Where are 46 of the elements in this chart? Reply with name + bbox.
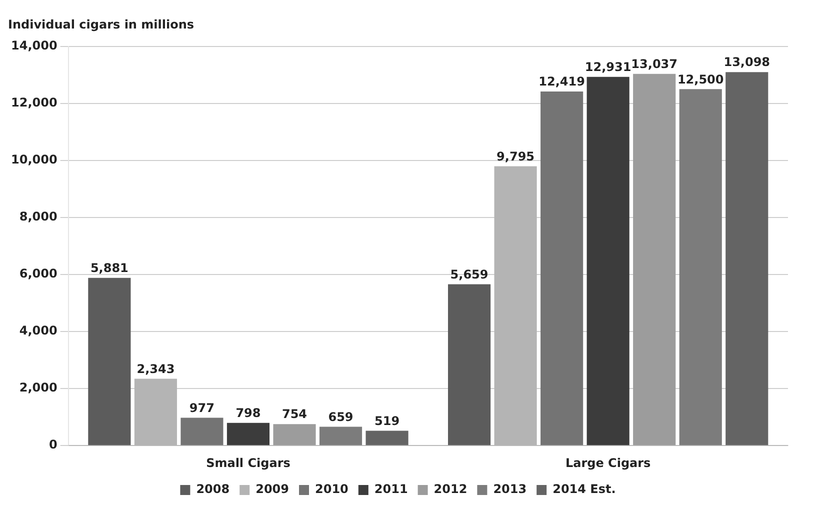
- bar: [134, 378, 177, 446]
- bar: [679, 89, 722, 446]
- data-label: 5,881: [90, 261, 128, 276]
- data-label: 519: [374, 414, 400, 428]
- data-label: 13,037: [631, 56, 678, 71]
- data-label: 5,659: [450, 267, 488, 282]
- data-label: 12,931: [584, 60, 632, 74]
- data-label: 2,343: [136, 362, 175, 376]
- bar: [448, 284, 491, 446]
- y-tick-label: 4,000: [19, 324, 58, 338]
- x-tick-label: Large Cigars: [565, 456, 651, 470]
- y-tick-label: 2,000: [19, 380, 58, 395]
- y-tick-label: 6,000: [19, 266, 58, 281]
- bar: [586, 76, 630, 446]
- legend-label: 2009: [256, 482, 290, 496]
- bar: [366, 430, 408, 446]
- y-tick-label: 8,000: [19, 210, 58, 224]
- legend-label: 2012: [434, 482, 468, 496]
- y-tick-label: 12,000: [10, 96, 58, 110]
- data-label: 754: [282, 407, 308, 422]
- bar: [88, 278, 131, 446]
- x-tick-label: Small Cigars: [206, 456, 290, 470]
- bar: [494, 166, 537, 446]
- data-label: 977: [189, 400, 214, 415]
- legend-label: 2011: [374, 482, 408, 496]
- y-tick-label: 0: [48, 438, 58, 452]
- bar: [319, 426, 362, 446]
- bar: [540, 91, 584, 446]
- bar: [180, 418, 224, 446]
- data-label: 13,098: [724, 55, 770, 70]
- legend-label: 2008: [196, 482, 230, 496]
- y-axis-title: Individual cigars in millions: [8, 17, 194, 32]
- data-label: 798: [236, 406, 261, 420]
- data-label: 12,419: [538, 74, 585, 89]
- data-label: 659: [328, 410, 354, 424]
- legend-label: 2010: [314, 482, 348, 496]
- bar: [226, 422, 270, 446]
- legend-label: 2014 Est.: [552, 482, 616, 496]
- bar: [633, 74, 676, 446]
- legend-label: 2013: [493, 482, 527, 496]
- y-tick-label: 10,000: [10, 152, 58, 167]
- y-tick-label: 14,000: [10, 38, 58, 53]
- bar: [273, 424, 316, 446]
- data-label: 9,795: [496, 149, 535, 164]
- bar: [726, 72, 768, 446]
- data-label: 12,500: [677, 72, 724, 86]
